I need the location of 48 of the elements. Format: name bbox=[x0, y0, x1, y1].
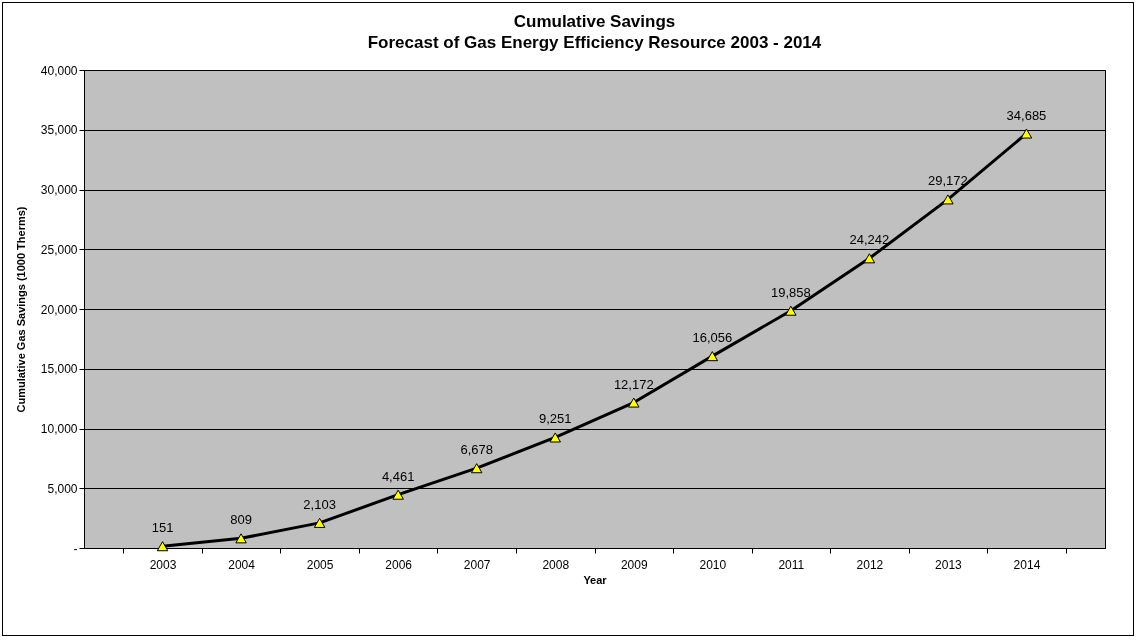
x-tick-label: 2009 bbox=[620, 557, 648, 572]
x-tick-label: 2007 bbox=[463, 557, 491, 572]
point bbox=[313, 517, 326, 528]
x-axis-title: Year bbox=[583, 573, 608, 586]
data-label: 6,678 bbox=[460, 442, 493, 458]
point bbox=[235, 533, 247, 544]
point bbox=[628, 397, 640, 408]
point bbox=[706, 351, 719, 362]
data-label: 12,172 bbox=[613, 376, 654, 392]
point bbox=[549, 432, 561, 443]
data-label: 29,172 bbox=[928, 173, 968, 189]
x-tick-label: 2010 bbox=[699, 557, 727, 572]
data-label: 24,242 bbox=[849, 232, 890, 248]
data-label: 4,461 bbox=[381, 468, 415, 484]
data-label: 16,056 bbox=[692, 330, 733, 346]
y-tick-label: 10,000 bbox=[40, 422, 78, 436]
y-tick-label: 15,000 bbox=[40, 362, 78, 377]
point bbox=[942, 194, 954, 205]
y-tick-label: - bbox=[73, 541, 78, 556]
y-tick-label: 30,000 bbox=[40, 183, 78, 197]
data-label: 9,251 bbox=[538, 411, 572, 427]
x-tick-label: 2011 bbox=[778, 557, 805, 572]
y-axis-title: Cumulative Gas Savings (1000 Therms) bbox=[14, 206, 27, 413]
y-tick-label: 40,000 bbox=[40, 63, 78, 78]
point bbox=[785, 305, 797, 316]
data-label: 809 bbox=[230, 512, 252, 528]
point bbox=[156, 541, 169, 552]
x-tick-label: 2008 bbox=[542, 557, 570, 572]
y-tick-label: 5,000 bbox=[47, 481, 78, 496]
data-label: 19,858 bbox=[770, 284, 811, 300]
x-tick-label: 2005 bbox=[306, 557, 334, 572]
y-tick-label: 35,000 bbox=[40, 123, 78, 138]
data-label: 151 bbox=[151, 520, 174, 536]
point bbox=[470, 463, 483, 474]
x-tick-label: 2014 bbox=[1013, 557, 1041, 572]
data-label: 2,103 bbox=[303, 496, 336, 512]
point bbox=[863, 253, 876, 264]
x-tick-label: 2006 bbox=[385, 557, 413, 572]
x-tick-label: 2003 bbox=[149, 557, 177, 572]
chart-subtitle: Forecast of Gas Energy Efficiency Resource 2003 - 2014 bbox=[367, 33, 822, 52]
x-tick-label: 2013 bbox=[935, 557, 963, 572]
data-label: 34,685 bbox=[1006, 107, 1047, 123]
x-tick-label: 2004 bbox=[228, 557, 256, 572]
point bbox=[392, 489, 404, 500]
y-tick-label: 20,000 bbox=[40, 302, 78, 317]
y-tick-label: 25,000 bbox=[40, 242, 78, 257]
x-tick-label: 2012 bbox=[856, 557, 884, 572]
chart-title: Cumulative Savings bbox=[513, 12, 676, 31]
